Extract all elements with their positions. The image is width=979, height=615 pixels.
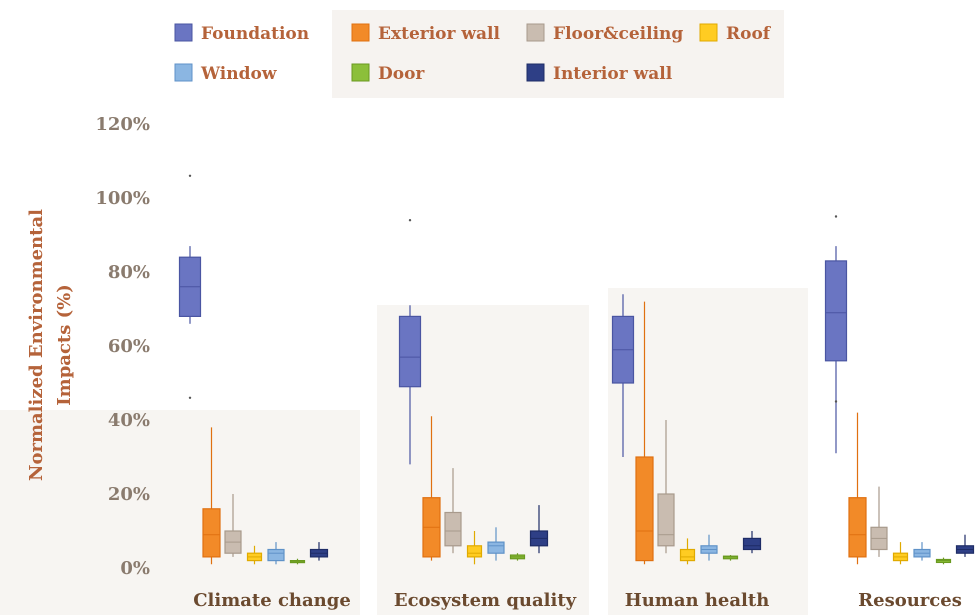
y-tick-label: 120%: [95, 114, 150, 135]
legend-entry: Interior wall: [526, 63, 673, 84]
y-axis-title: Impacts (%): [54, 284, 75, 406]
legend-label: Roof: [726, 24, 772, 44]
legend-label: Interior wall: [553, 64, 673, 84]
box-iqr: [487, 541, 505, 554]
y-tick-label: 40%: [108, 410, 150, 431]
legend-swatch: [174, 63, 193, 82]
panel-background: [608, 288, 808, 615]
y-axis: 0% 20% 40% 60% 80% 100% 120% Normalized Environ…: [26, 114, 150, 579]
box-door: [935, 557, 952, 565]
legend-swatch: [351, 63, 370, 82]
y-tick-label: 80%: [108, 262, 150, 283]
box-iqr: [466, 545, 483, 558]
box-exterior-wall: [202, 427, 221, 565]
box-door: [289, 558, 306, 565]
box-exterior-wall: [422, 416, 441, 561]
legend-entry: Door: [351, 63, 425, 84]
box-interior-wall: [529, 505, 549, 554]
box-iqr: [398, 315, 422, 388]
legend-swatch: [526, 63, 545, 82]
y-tick-label: 100%: [95, 188, 150, 209]
box-foundation: [824, 215, 848, 454]
box-roof: [246, 545, 263, 565]
box-interior-wall: [742, 531, 762, 554]
panel-background: [0, 410, 360, 615]
box-outlier: [188, 174, 192, 177]
box-door: [509, 553, 526, 561]
legend-entry: Floor&ceiling: [526, 23, 683, 44]
box-door: [722, 555, 739, 561]
legend-swatch: [351, 23, 370, 42]
box-interior-wall: [309, 542, 329, 561]
legend-entry: Window: [174, 63, 277, 84]
box-outlier: [834, 215, 838, 218]
box-roof: [892, 542, 909, 565]
y-tick-label: 60%: [108, 336, 150, 357]
box-iqr: [742, 537, 762, 551]
box-iqr: [848, 497, 867, 558]
y-axis-title: Normalized Environmental: [26, 209, 47, 481]
x-category-label: Human health: [625, 590, 770, 611]
box-window: [267, 542, 285, 565]
box-roof: [466, 531, 483, 565]
legend-swatch: [174, 23, 193, 42]
box-floor-ceiling: [444, 468, 462, 554]
legend-label: Foundation: [201, 24, 309, 44]
box-floor-ceiling: [224, 494, 242, 557]
x-category-label: Resources: [858, 590, 962, 611]
box-iqr: [722, 555, 739, 560]
box-interior-wall: [955, 534, 975, 557]
box-window: [913, 542, 931, 561]
box-floor-ceiling: [870, 486, 888, 557]
box-foundation: [398, 219, 422, 465]
legend-label: Exterior wall: [378, 24, 500, 44]
legend-swatch: [526, 23, 545, 42]
box-iqr: [824, 260, 848, 362]
box-floor-ceiling: [657, 420, 675, 554]
legend-entry: Foundation: [174, 23, 309, 44]
legend-label: Floor&ceiling: [553, 24, 683, 44]
legend-entry: Roof: [699, 23, 772, 44]
box-iqr: [444, 511, 462, 547]
box-outlier: [188, 396, 192, 399]
box-window: [487, 527, 505, 561]
legend-entry: Exterior wall: [351, 23, 500, 44]
x-category-label: Ecosystem quality: [394, 590, 577, 611]
box-window: [700, 534, 718, 561]
box-foundation: [178, 174, 202, 399]
y-tick-label: 20%: [108, 484, 150, 505]
box-iqr: [635, 456, 654, 562]
box-foundation: [611, 294, 635, 457]
box-exterior-wall: [848, 412, 867, 565]
legend-swatch: [699, 23, 718, 42]
box-iqr: [202, 508, 221, 558]
x-axis: Climate change Ecosystem quality Human hea…: [193, 590, 962, 611]
box-roof: [679, 538, 696, 565]
box-iqr: [267, 548, 285, 562]
legend-label: Door: [378, 64, 425, 84]
box-iqr: [657, 493, 675, 547]
box-outlier: [834, 400, 838, 403]
box-iqr: [679, 548, 696, 562]
box-exterior-wall: [635, 301, 654, 565]
y-tick-label: 0%: [120, 558, 150, 579]
legend-label: Window: [200, 64, 277, 84]
legend: Foundation Exterior wall Floor&ceiling Roof…: [174, 23, 772, 84]
box-outlier: [408, 219, 412, 222]
x-category-label: Climate change: [193, 590, 351, 611]
plot-area: [178, 174, 975, 565]
